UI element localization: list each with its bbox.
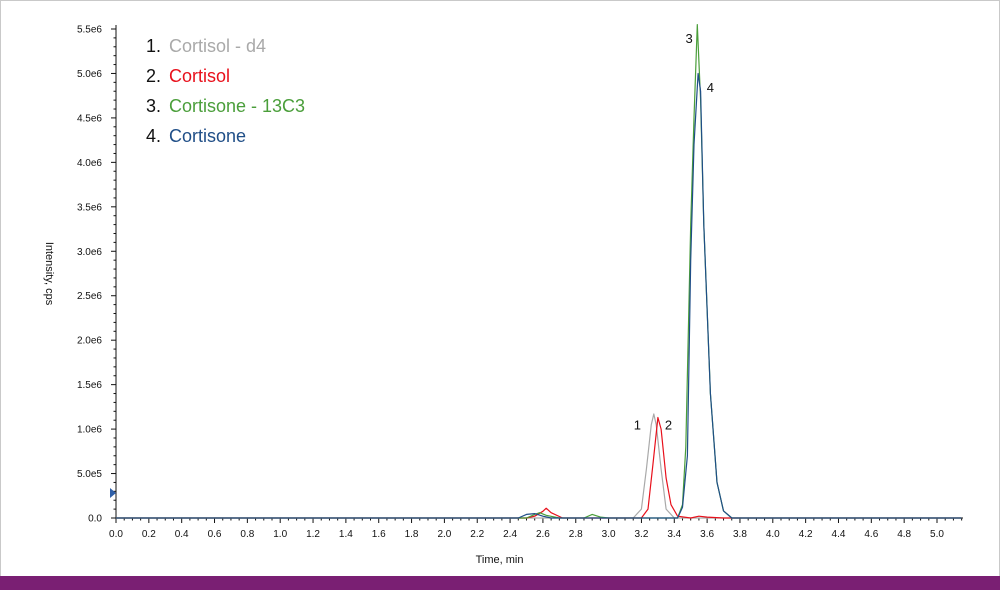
series-line-1 bbox=[116, 413, 962, 519]
legend-entry-3: Cortisone - 13C3 bbox=[169, 96, 305, 116]
bottom-accent-bar bbox=[0, 576, 1000, 590]
y-axis-title: Intensity, cps bbox=[43, 242, 55, 306]
x-tick-label: 2.8 bbox=[569, 529, 583, 540]
legend-number-4: 4. bbox=[146, 126, 161, 146]
y-tick-label: 4.5e6 bbox=[77, 113, 102, 124]
x-tick-label: 4.8 bbox=[897, 529, 911, 540]
legend-number-1: 1. bbox=[146, 36, 161, 56]
x-tick-label: 3.6 bbox=[700, 529, 714, 540]
peak-label-2: 2 bbox=[665, 418, 672, 433]
peak-label-4: 4 bbox=[707, 80, 714, 95]
y-tick-label: 1.0e6 bbox=[77, 425, 102, 436]
legend-entry-4: Cortisone bbox=[169, 126, 246, 146]
y-tick-label: 4.0e6 bbox=[77, 158, 102, 169]
x-tick-label: 2.6 bbox=[536, 529, 550, 540]
x-tick-label: 4.2 bbox=[799, 529, 813, 540]
legend-entry-2: Cortisol bbox=[169, 66, 230, 86]
x-tick-label: 5.0 bbox=[930, 529, 944, 540]
x-tick-label: 0.6 bbox=[208, 529, 222, 540]
chromatogram-chart: 0.0 5.0e5 1.0e6 1.5e6 2.0e6 2.5e6 3.0e6 3.5e6 4.… bbox=[43, 24, 963, 566]
y-tick-label: 5.0e5 bbox=[77, 469, 102, 480]
x-tick-label: 1.6 bbox=[372, 529, 386, 540]
y-tick-label: 2.5e6 bbox=[77, 291, 102, 302]
x-tick-label: 2.4 bbox=[503, 529, 517, 540]
legend-number-3: 3. bbox=[146, 96, 161, 116]
x-tick-label: 3.0 bbox=[602, 529, 616, 540]
x-tick-label: 1.8 bbox=[405, 529, 419, 540]
y-tick-label: 5.5e6 bbox=[77, 25, 102, 36]
x-tick-label: 0.2 bbox=[142, 529, 156, 540]
x-tick-label: 3.8 bbox=[733, 529, 747, 540]
legend-number-2: 2. bbox=[146, 66, 161, 86]
x-tick-label: 2.2 bbox=[470, 529, 484, 540]
x-tick-label: 3.4 bbox=[667, 529, 681, 540]
x-tick-label: 1.4 bbox=[339, 529, 353, 540]
y-tick-label: 3.5e6 bbox=[77, 202, 102, 213]
x-tick-label: 3.2 bbox=[634, 529, 648, 540]
y-tick-label: 2.0e6 bbox=[77, 336, 102, 347]
y-tick-label: 3.0e6 bbox=[77, 247, 102, 258]
chart-frame bbox=[0, 0, 1000, 577]
series-line-2 bbox=[116, 416, 962, 519]
peak-label-1: 1 bbox=[634, 418, 641, 433]
y-axis-marker-icon bbox=[110, 488, 116, 498]
x-tick-label: 1.0 bbox=[273, 529, 287, 540]
legend-entry-1: Cortisol - d4 bbox=[169, 36, 266, 56]
y-tick-label: 0.0 bbox=[88, 514, 102, 525]
x-tick-label: 0.8 bbox=[240, 529, 254, 540]
x-tick-label: 4.0 bbox=[766, 529, 780, 540]
x-axis-title: Time, min bbox=[476, 554, 524, 566]
x-tick-label: 0.0 bbox=[109, 529, 123, 540]
x-tick-label: 2.0 bbox=[437, 529, 451, 540]
peak-label-3: 3 bbox=[685, 31, 692, 46]
x-tick-label: 0.4 bbox=[175, 529, 189, 540]
y-tick-label: 1.5e6 bbox=[77, 380, 102, 391]
x-tick-label: 1.2 bbox=[306, 529, 320, 540]
y-tick-label: 5.0e6 bbox=[77, 69, 102, 80]
x-tick-label: 4.6 bbox=[864, 529, 878, 540]
series-line-4 bbox=[116, 72, 962, 519]
x-tick-label: 4.4 bbox=[832, 529, 846, 540]
